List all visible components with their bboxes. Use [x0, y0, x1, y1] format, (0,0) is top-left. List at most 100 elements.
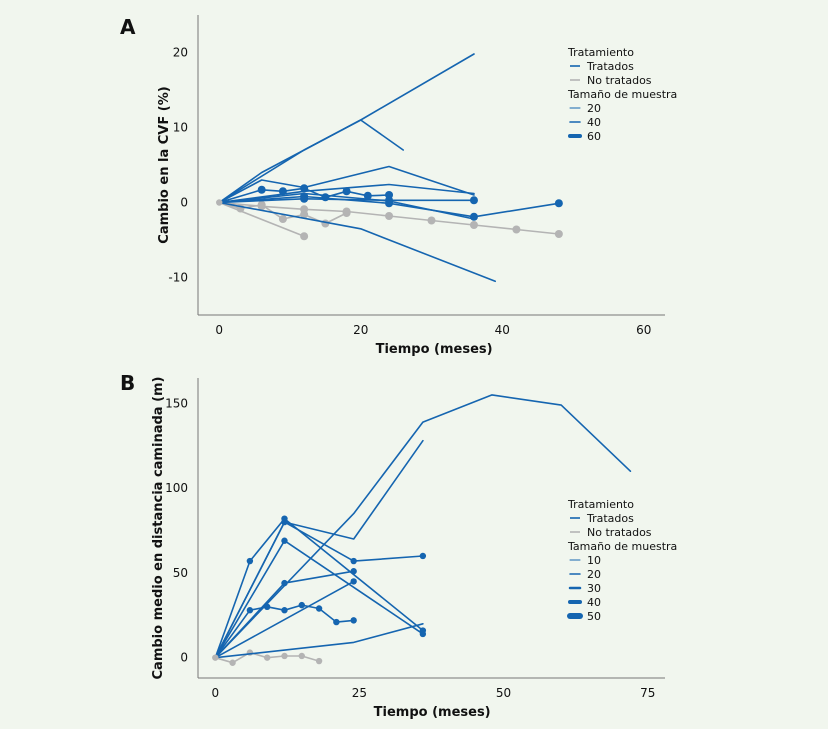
x-tick-label: 40	[495, 323, 510, 337]
legend-size-label: 20	[587, 568, 601, 581]
series-line	[218, 119, 405, 204]
series-line	[214, 580, 355, 659]
legend-size-label: 10	[587, 554, 601, 567]
series-no-tratados	[218, 201, 309, 241]
legend-label: No tratados	[587, 74, 652, 87]
data-point	[300, 192, 309, 201]
series-line	[218, 201, 497, 283]
series-tratados	[214, 518, 427, 659]
legend-label: Tratados	[586, 60, 634, 73]
x-axis-title: Tiempo (meses)	[376, 342, 493, 357]
data-point	[246, 607, 254, 614]
series-line	[214, 521, 424, 659]
data-point	[257, 185, 266, 194]
data-point	[385, 191, 394, 199]
data-point	[263, 603, 271, 611]
y-axis-title: Cambio en la CVF (%)	[157, 86, 172, 243]
legend-size-label: 30	[587, 582, 601, 595]
x-tick-label: 0	[215, 323, 223, 337]
legend-size-label: 40	[587, 596, 601, 609]
y-tick-label: 150	[165, 396, 188, 410]
legend-size-label: 20	[587, 102, 601, 115]
origin-point	[216, 199, 223, 206]
data-point	[246, 557, 254, 565]
panel-b: B 0 25 50 75 0 50 100 150 Tiempo (meses) Cambio me…	[120, 371, 677, 720]
data-point	[350, 568, 357, 575]
y-tick-label: 0	[180, 651, 188, 665]
series-line	[214, 622, 424, 659]
y-tick-label: 100	[165, 481, 188, 495]
data-point	[333, 618, 340, 626]
data-point	[298, 652, 305, 660]
data-point	[469, 196, 478, 205]
data-point	[298, 601, 305, 609]
data-point	[419, 552, 427, 560]
x-tick-label: 20	[353, 323, 368, 337]
data-point	[385, 199, 394, 208]
series-tratados	[214, 394, 632, 659]
series-tratados	[218, 201, 497, 283]
x-tick-label: 60	[636, 323, 651, 337]
legend-title-sample-size: Tamaño de muestra	[567, 88, 677, 101]
data-point	[315, 605, 323, 612]
data-point	[281, 607, 288, 614]
series-tratados	[214, 578, 357, 659]
series-tratados	[214, 515, 427, 659]
data-point	[350, 617, 357, 624]
data-point	[300, 184, 309, 193]
data-point	[342, 187, 351, 196]
data-point	[300, 232, 309, 241]
data-point	[512, 225, 521, 234]
data-point	[350, 578, 357, 585]
legend-label: No tratados	[587, 526, 652, 539]
data-point	[278, 215, 287, 223]
data-point	[363, 191, 372, 200]
x-tick-label: 50	[496, 686, 511, 700]
data-point	[427, 216, 436, 225]
data-point	[469, 221, 478, 229]
x-axis-title: Tiempo (meses)	[374, 705, 491, 720]
series-no-tratados	[218, 201, 563, 238]
panel-letter: A	[120, 15, 136, 39]
legend-label: Tratados	[586, 512, 634, 525]
legend-title-treatment: Tratamiento	[567, 46, 634, 59]
data-point	[263, 654, 271, 661]
data-point	[281, 652, 288, 660]
legend-title-sample-size: Tamaño de muestra	[567, 540, 677, 553]
legend-size-label: 60	[587, 130, 601, 143]
data-point	[257, 202, 266, 211]
y-tick-label: 50	[173, 566, 188, 580]
series-tratados	[218, 119, 405, 204]
origin-point	[212, 654, 219, 661]
data-point	[281, 518, 288, 526]
data-point	[419, 630, 427, 638]
series-tratados	[218, 184, 394, 204]
x-tick-label: 75	[640, 686, 655, 700]
series-line	[218, 201, 305, 238]
data-point	[315, 657, 323, 665]
legend-size-label: 50	[587, 610, 601, 623]
legend-title-treatment: Tratamiento	[567, 498, 634, 511]
x-tick-label: 0	[211, 686, 219, 700]
y-tick-label: 20	[173, 46, 188, 60]
series-tratados	[214, 622, 424, 659]
series-tratados	[218, 192, 563, 221]
series-tratados	[214, 568, 357, 659]
data-point	[300, 205, 309, 214]
data-point	[342, 207, 351, 216]
y-tick-label: -10	[168, 271, 188, 285]
data-point	[469, 212, 478, 221]
series-line	[214, 394, 632, 659]
data-point	[229, 659, 236, 666]
data-point	[278, 187, 287, 196]
data-point	[281, 537, 288, 544]
data-point	[385, 212, 394, 220]
legend-size-label: 40	[587, 116, 601, 129]
series-tratados	[214, 537, 427, 659]
series-line	[214, 517, 424, 659]
y-axis-title: Cambio medio en distancia caminada (m)	[151, 377, 166, 680]
data-point	[554, 199, 563, 208]
y-tick-label: 10	[173, 121, 188, 135]
